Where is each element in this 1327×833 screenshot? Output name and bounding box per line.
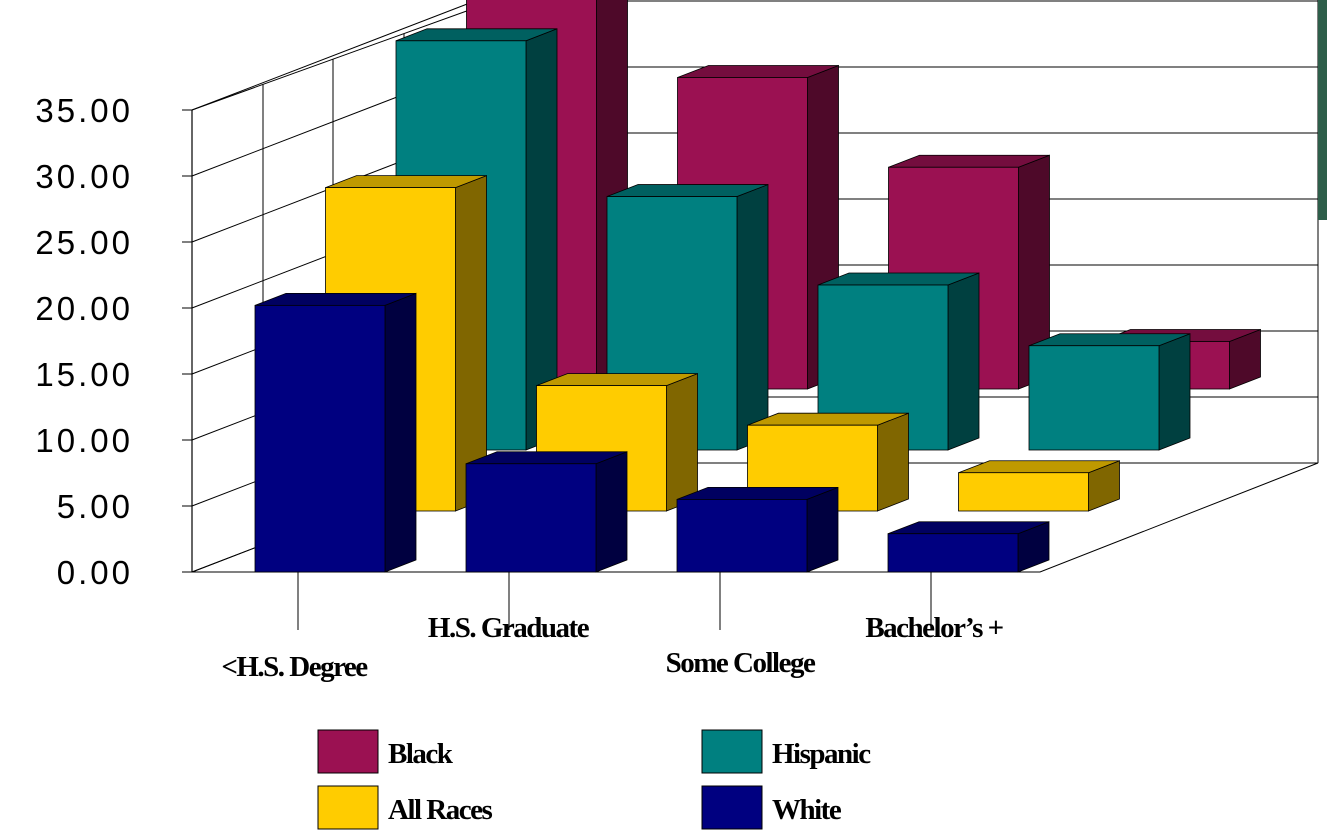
bar-front — [465, 463, 597, 573]
bar-side — [806, 486, 839, 573]
legend-label: Black — [388, 738, 454, 770]
bar-side — [947, 272, 980, 451]
bar-front — [958, 472, 1089, 512]
bar-white — [887, 521, 1050, 573]
x-tick-label: H.S. Graduate — [428, 612, 590, 644]
y-tick-label: 10.00 — [35, 422, 133, 459]
bar-white — [465, 451, 628, 573]
x-axis-categories: <H.S. Degree H.S. Graduate Some College Bac… — [221, 572, 1005, 683]
bar-side — [384, 292, 417, 573]
bar-front — [1028, 345, 1160, 451]
y-tick-label: 15.00 — [35, 356, 133, 393]
legend-label: White — [772, 794, 842, 826]
bar-front — [887, 533, 1019, 573]
bar-hispanic — [1028, 333, 1191, 451]
side-wall-top-edge — [191, 7, 476, 111]
legend-swatch — [701, 729, 763, 774]
bar-side — [736, 183, 769, 451]
legend-label: All Races — [388, 794, 492, 826]
legend-swatch — [317, 785, 379, 830]
bar-all-races — [958, 460, 1120, 512]
y-tick-label: 30.00 — [35, 158, 133, 195]
bar-white — [254, 292, 417, 573]
legend-item: Hispanic — [701, 729, 873, 774]
bar-hispanic — [817, 272, 980, 451]
legend-label: Hispanic — [772, 738, 871, 770]
bar-white — [676, 486, 839, 573]
bar-side — [1158, 333, 1191, 451]
x-tick-label: Bachelor’s + — [865, 612, 1003, 644]
chart-legend: Black Hispanic All Races White — [317, 729, 873, 830]
legend-item: White — [701, 785, 843, 830]
chart-bars — [254, 0, 1261, 573]
bar-side — [595, 451, 628, 573]
bar-side — [666, 373, 698, 512]
x-tick-label: <H.S. Degree — [221, 651, 368, 683]
legend-swatch — [317, 729, 379, 774]
x-tick-label: Some College — [666, 647, 816, 679]
legend-swatch — [701, 785, 763, 830]
legend-item: Black — [317, 729, 455, 774]
bar-front — [676, 498, 808, 573]
side-wall-gridline — [191, 0, 476, 111]
bar-side — [877, 412, 909, 512]
corner-tab — [1318, 0, 1327, 220]
y-tick-label: 25.00 — [35, 224, 133, 261]
y-tick-label: 35.00 — [35, 92, 133, 129]
legend-item: All Races — [317, 785, 494, 830]
y-tick-label: 20.00 — [35, 290, 133, 327]
y-tick-label: 5.00 — [57, 488, 133, 525]
bar-front — [254, 304, 386, 573]
y-tick-label: 0.00 — [57, 554, 133, 591]
